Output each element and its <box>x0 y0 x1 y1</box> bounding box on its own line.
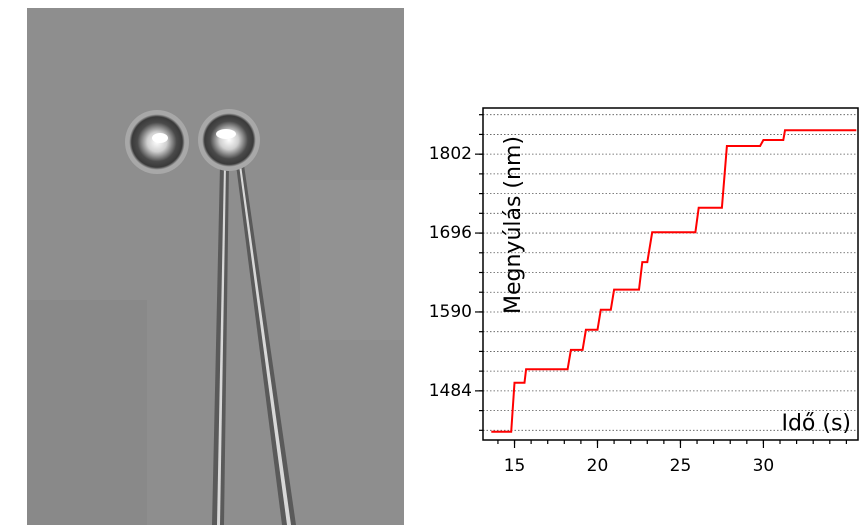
x-tick-label: 30 <box>753 456 775 476</box>
y-tick-label: 1696 <box>429 223 472 243</box>
y-tick-label: 1484 <box>429 381 472 401</box>
y-tick-label: 1590 <box>429 302 472 322</box>
microscope-image <box>27 8 404 525</box>
chart: 1484 1590 1696 1802 15 20 25 30 <box>429 114 858 476</box>
x-tick-label: 25 <box>670 456 692 476</box>
y-axis-label: Megnyúlás (nm) <box>501 136 526 314</box>
trace <box>491 129 857 433</box>
y-tick-label: 1802 <box>429 144 472 164</box>
x-tick-label: 20 <box>587 456 609 476</box>
x-tick-label: 15 <box>504 456 526 476</box>
x-axis-label: Idő (s) <box>781 411 851 436</box>
plot-frame <box>482 107 859 441</box>
